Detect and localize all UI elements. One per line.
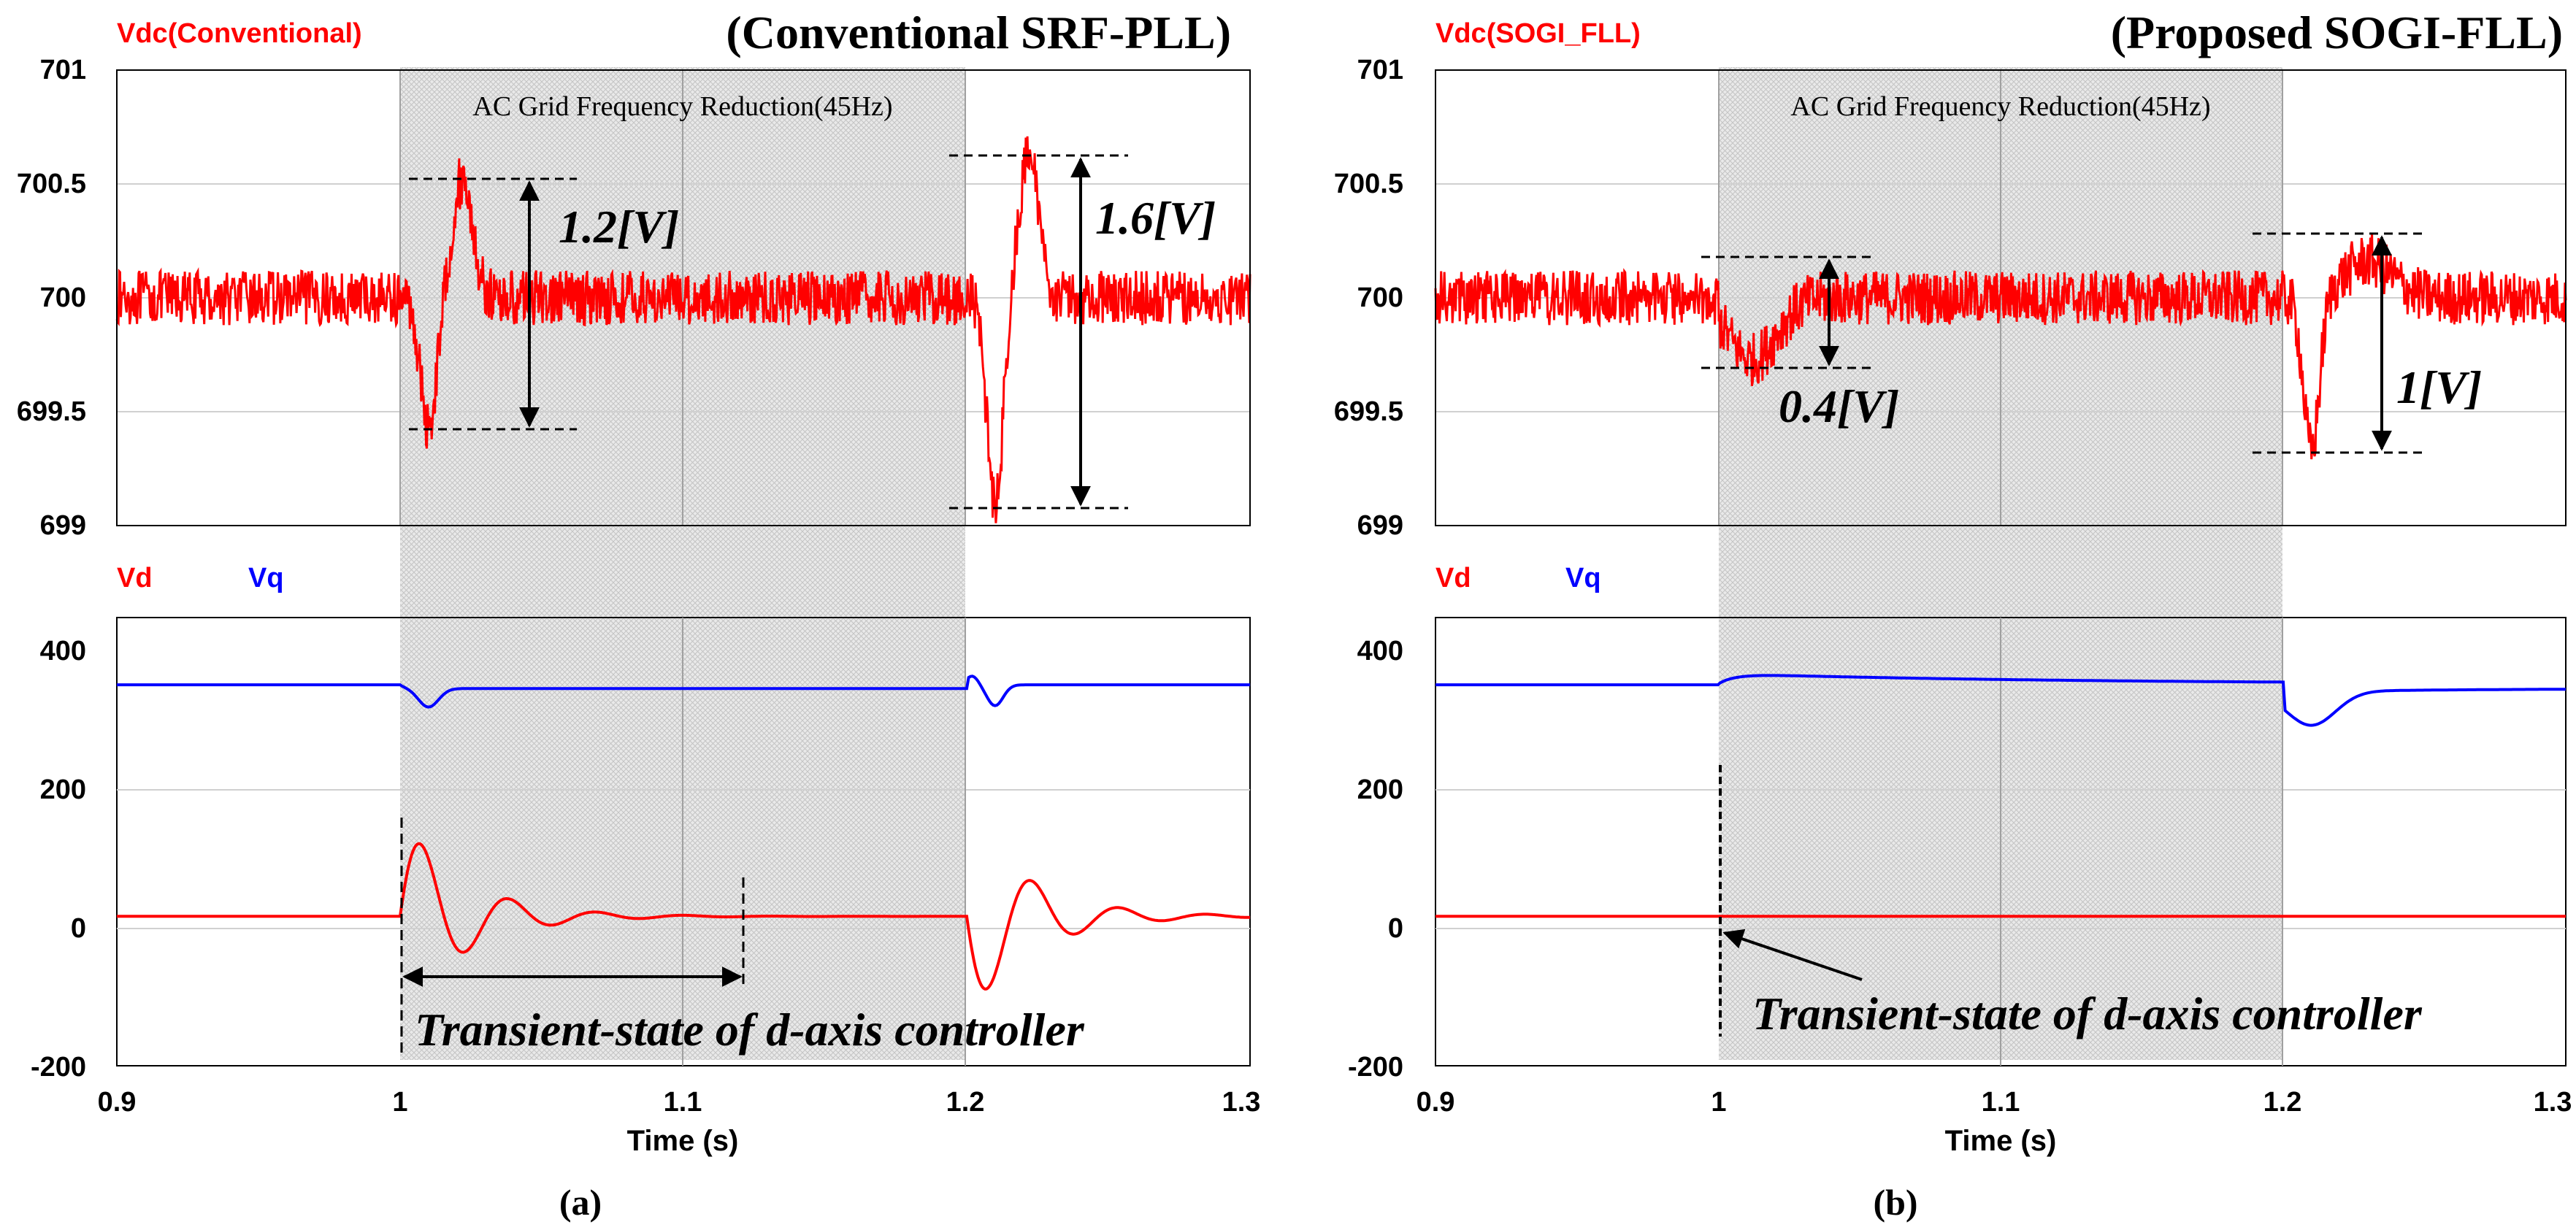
y-tick: 200 <box>1357 774 1403 805</box>
band-label: AC Grid Frequency Reduction(45Hz) <box>472 91 892 122</box>
x-axis-label: Time (s) <box>627 1125 739 1157</box>
legend-vq: Vq <box>248 563 284 593</box>
x-tick: 1.3 <box>2534 1087 2572 1118</box>
y-tick: 700.5 <box>1334 169 1403 199</box>
legend-vd: Vd <box>1435 563 1471 593</box>
annotation-transient: Transient-state of d-axis controller <box>400 818 1085 1058</box>
x-axis-label: Time (s) <box>1945 1125 2057 1157</box>
y-tick: 700.5 <box>17 169 86 199</box>
x-tick: 1.3 <box>1222 1087 1261 1118</box>
vdc-trace <box>115 136 1251 523</box>
legend-vq: Vq <box>1565 563 1601 593</box>
delta-label: 1.6[V] <box>1095 192 1216 244</box>
panel-caption: (b) <box>1873 1182 1917 1223</box>
annotation-1-6v: 1.6[V] <box>949 154 1216 510</box>
panel-caption: (a) <box>559 1182 602 1223</box>
y-tick: 400 <box>1357 636 1403 666</box>
x-tick: 1 <box>1711 1087 1726 1118</box>
annotation-1v: 1[V] <box>2253 232 2482 454</box>
bottom-plot <box>116 617 1251 1066</box>
x-tick: 0.9 <box>98 1087 137 1118</box>
x-tick: 1.2 <box>2263 1087 2302 1118</box>
delta-label: 1[V] <box>2396 361 2482 413</box>
y-tick: 699.5 <box>17 396 86 427</box>
vd-trace <box>117 842 1250 991</box>
y-tick: 700 <box>40 282 86 313</box>
band-label: AC Grid Frequency Reduction(45Hz) <box>1790 91 2210 122</box>
y-tick: 0 <box>1388 913 1403 944</box>
annotation-transient: Transient-state of d-axis controller <box>1719 765 2423 1039</box>
bottom-plot <box>1435 617 2567 1066</box>
chart-title: (Proposed SOGI-FLL) <box>2111 7 2563 58</box>
panel-b: 701 700.5 700 699.5 699 400 200 0 -200 0… <box>1334 7 2572 1223</box>
y-tick: -200 <box>31 1052 86 1083</box>
legend-vd: Vd <box>117 563 153 593</box>
x-tick: 1.1 <box>664 1087 702 1118</box>
arrow <box>1722 929 1863 981</box>
delta-label: 0.4[V] <box>1779 380 1899 432</box>
x-tick: 0.9 <box>1417 1087 1455 1118</box>
top-plot <box>1434 70 2567 526</box>
legend-vdc: Vdc(Conventional) <box>117 18 362 49</box>
x-tick: 1.2 <box>946 1087 985 1118</box>
top-frame <box>116 69 1251 526</box>
vq-trace <box>117 674 1250 709</box>
legend-vdc: Vdc(SOGI_FLL) <box>1435 18 1641 49</box>
y-tick: -200 <box>1348 1052 1403 1083</box>
y-tick: 701 <box>1357 55 1403 85</box>
transient-label: Transient-state of d-axis controller <box>1752 988 2423 1039</box>
y-tick: 700 <box>1357 282 1403 313</box>
annotation-0-4v: 0.4[V] <box>1701 255 1899 432</box>
x-tick: 1 <box>392 1087 407 1118</box>
top-plot <box>115 70 1251 526</box>
delta-label: 1.2[V] <box>559 201 679 253</box>
y-tick: 699 <box>40 510 86 541</box>
y-tick: 200 <box>40 774 86 805</box>
chart-title: (Conventional SRF-PLL) <box>726 7 1231 58</box>
y-tick: 701 <box>40 55 86 85</box>
y-tick: 400 <box>40 636 86 666</box>
y-tick: 699 <box>1357 510 1403 541</box>
panel-a: 701 700.5 700 699.5 699 400 200 0 -200 0… <box>17 7 1261 1223</box>
x-tick: 1.1 <box>1982 1087 2020 1118</box>
y-tick: 699.5 <box>1334 396 1403 427</box>
top-frame <box>1435 69 2567 526</box>
y-tick: 0 <box>71 913 86 944</box>
annotation-1-2v: 1.2[V] <box>409 177 679 431</box>
transient-label: Transient-state of d-axis controller <box>415 1004 1085 1056</box>
vq-trace <box>1435 674 2566 727</box>
